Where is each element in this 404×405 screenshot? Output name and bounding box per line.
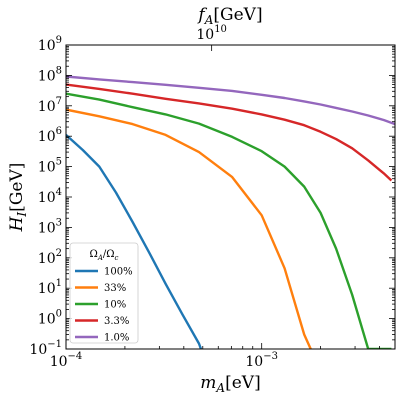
y-tick-exp: 3 <box>56 217 62 228</box>
x-tick-base: 10 <box>245 354 263 370</box>
top-x-axis-label: fA[GeV] <box>196 5 262 27</box>
legend: ΩA/Ωc 100% 33% 10% 3.3% 1.0% <box>69 242 139 344</box>
series-line-3 <box>66 83 393 182</box>
y-tick-exp: 0 <box>56 309 62 320</box>
legend-title: ΩA/Ωc <box>90 249 119 262</box>
x-ticks <box>65 343 380 349</box>
y-tick-label: 109 <box>38 35 62 54</box>
y-tick-exp: 9 <box>56 35 62 46</box>
y-tick-label: 103 <box>38 217 62 236</box>
y-tick-base: 10 <box>38 220 56 236</box>
y-tick-base: 10 <box>38 251 56 267</box>
y-tick-label: 101 <box>38 278 62 297</box>
x-tick-exp: −3 <box>263 351 278 362</box>
x-axis-label: mA[eV] <box>200 373 260 395</box>
y-ticks <box>66 44 395 350</box>
series-line-0 <box>66 134 203 349</box>
y-tick-label: 106 <box>38 126 62 145</box>
y-tick-exp: 8 <box>56 65 62 76</box>
legend-title-sub1: A <box>97 254 103 262</box>
top-x-tick-label: 1010 <box>196 24 227 43</box>
legend-title-sub2: c <box>115 254 119 262</box>
top-x-axis-label-main: f <box>196 5 207 25</box>
y-tick-label: 105 <box>38 157 62 176</box>
y-tick-label: 100 <box>38 309 62 328</box>
x-tick-exp: −4 <box>68 351 83 362</box>
legend-label-4: 1.0% <box>104 333 129 344</box>
y-axis-label-sub: I <box>15 212 29 218</box>
series-line-2 <box>66 92 392 349</box>
series-group <box>66 75 395 349</box>
y-tick-exp: −1 <box>47 339 62 350</box>
y-tick-exp: 6 <box>56 126 62 137</box>
legend-title-main: Ω <box>90 249 98 260</box>
y-tick-base: 10 <box>38 99 56 115</box>
y-axis-label-main: H <box>7 215 27 232</box>
y-tick-base: 10 <box>38 312 56 328</box>
x-axis-label-sub: A <box>215 381 225 395</box>
y-tick-exp: 7 <box>56 96 62 107</box>
legend-label-2: 10% <box>104 300 126 311</box>
y-tick-base: 10 <box>38 129 56 145</box>
y-tick-base: 10 <box>38 38 56 54</box>
y-tick-label: 10−1 <box>29 339 62 358</box>
top-x-axis-label-sub: A <box>204 13 214 27</box>
legend-label-3: 3.3% <box>104 316 129 327</box>
x-tick-base: 10 <box>50 354 68 370</box>
y-tick-label: 104 <box>38 187 62 206</box>
y-tick-base: 10 <box>38 160 56 176</box>
y-axis-label-unit: [GeV] <box>7 163 27 212</box>
top-x-tick-exp: 10 <box>214 24 227 35</box>
y-tick-base: 10 <box>38 190 56 206</box>
legend-label-0: 100% <box>104 267 133 278</box>
y-tick-label: 102 <box>38 248 62 267</box>
x-tick-label: 10−3 <box>245 351 278 370</box>
legend-title-mid: /Ω <box>103 249 115 260</box>
y-tick-exp: 4 <box>56 187 62 198</box>
x-tick-label: 10−4 <box>50 351 83 370</box>
top-x-axis-label-unit: [GeV] <box>213 5 262 25</box>
y-tick-exp: 2 <box>56 248 62 259</box>
legend-label-1: 33% <box>104 283 126 294</box>
series-line-4 <box>66 75 395 126</box>
y-tick-base: 10 <box>29 342 47 358</box>
y-tick-exp: 1 <box>56 278 62 289</box>
y-tick-label: 107 <box>38 96 62 115</box>
x-axis-label-unit: [eV] <box>225 373 261 393</box>
legend-box <box>69 242 139 344</box>
y-tick-exp: 5 <box>56 157 62 168</box>
y-tick-base: 10 <box>38 281 56 297</box>
x-axis-label-main: m <box>200 373 216 393</box>
y-tick-label: 108 <box>38 65 62 84</box>
series-line-1 <box>66 108 312 349</box>
top-x-tick-base: 10 <box>196 27 214 43</box>
y-tick-base: 10 <box>38 68 56 84</box>
y-axis-label: HI[GeV] <box>7 163 29 233</box>
